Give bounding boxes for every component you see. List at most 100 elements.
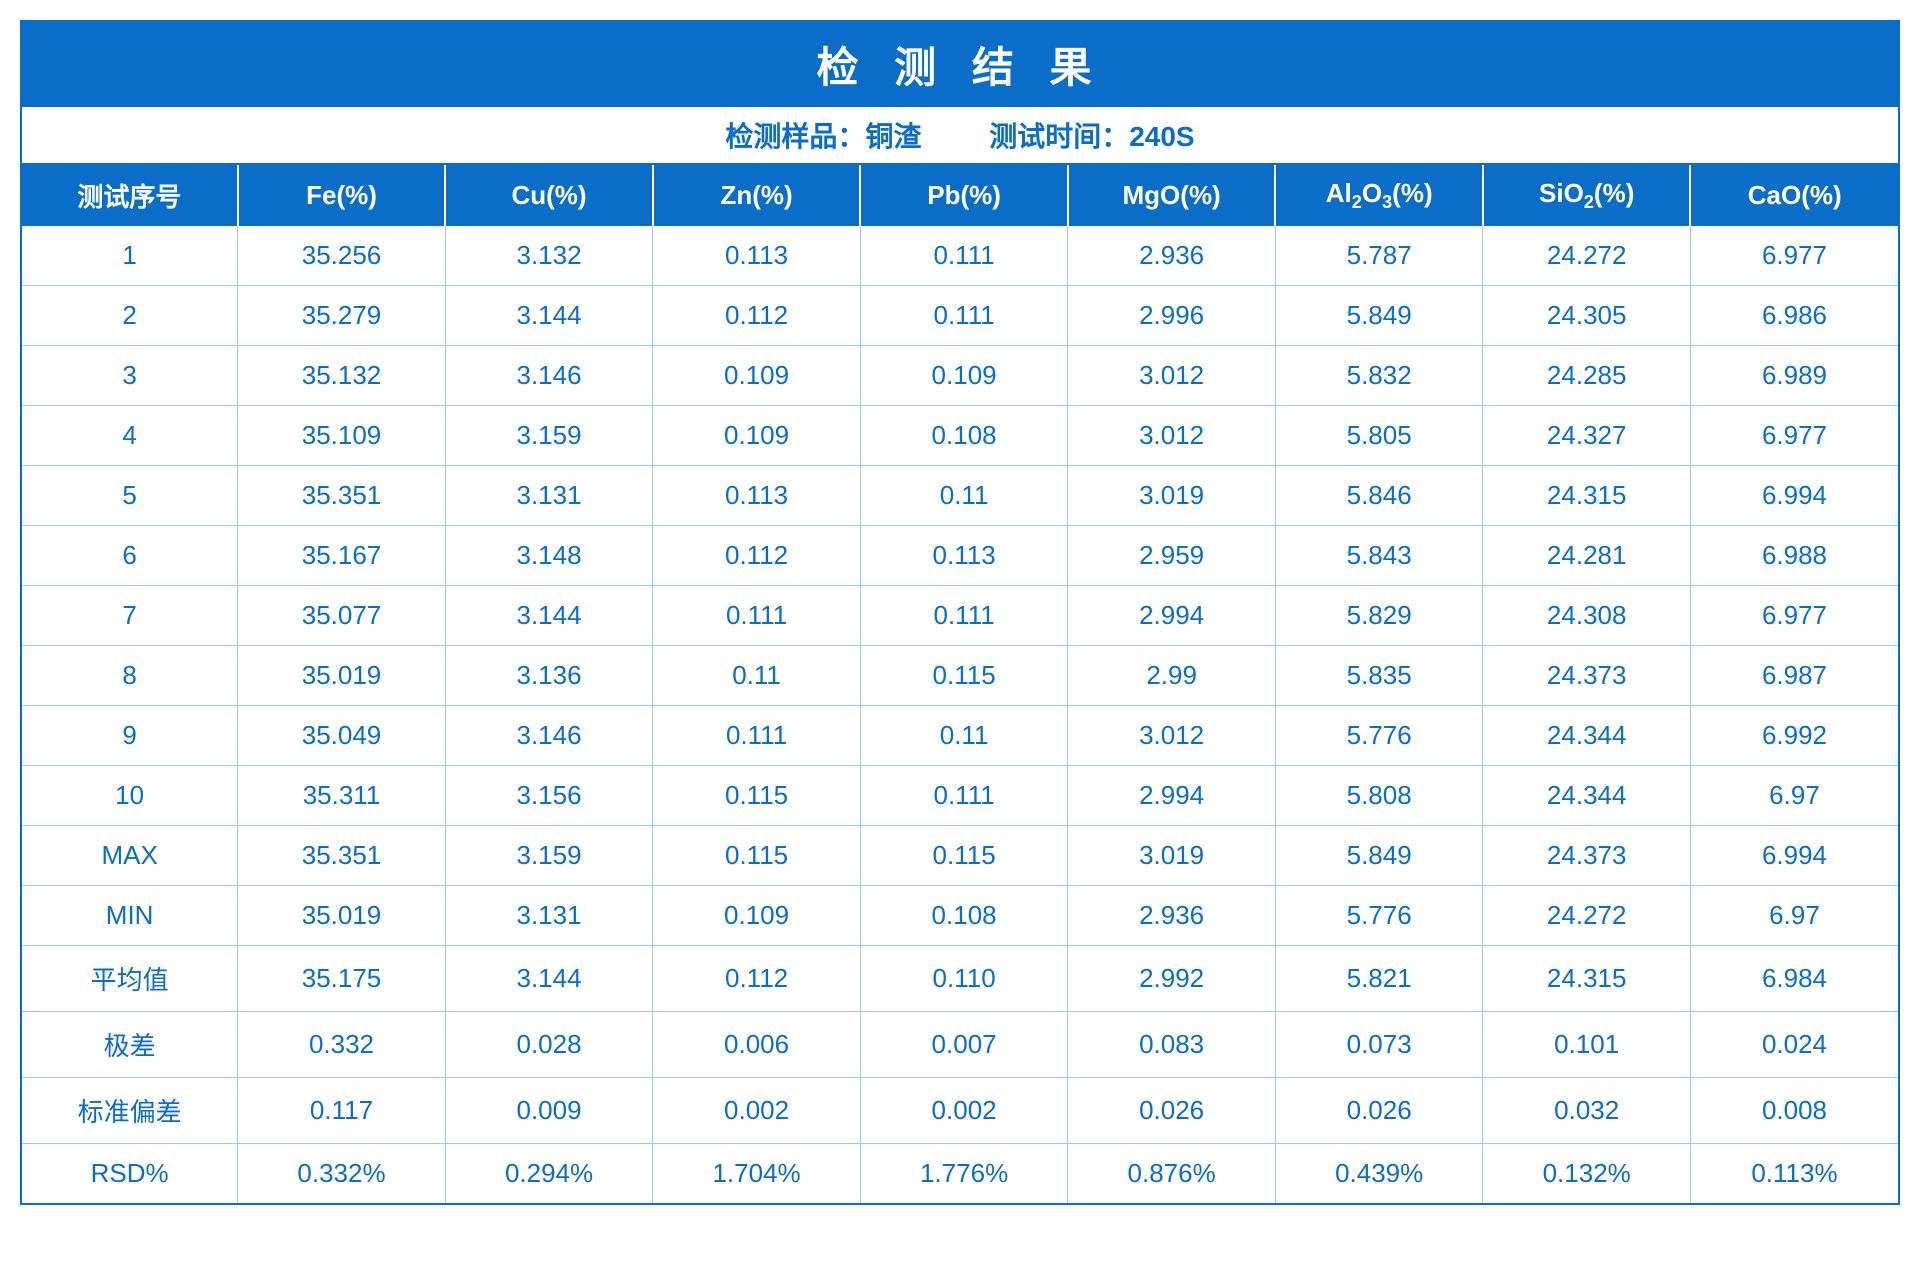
cell-cu: 3.136 bbox=[445, 646, 653, 706]
cell-al2o3: 5.843 bbox=[1275, 526, 1483, 586]
cell-seq: 10 bbox=[22, 766, 238, 826]
cell-cao: 0.008 bbox=[1690, 1078, 1898, 1144]
cell-pb: 0.113 bbox=[860, 526, 1068, 586]
table-row: RSD%0.332%0.294%1.704%1.776%0.876%0.439%… bbox=[22, 1144, 1898, 1204]
table-row: 435.1093.1590.1090.1083.0125.80524.3276.… bbox=[22, 406, 1898, 466]
column-header-cao: CaO(%) bbox=[1690, 165, 1898, 226]
cell-al2o3: 5.821 bbox=[1275, 946, 1483, 1012]
cell-mgo: 0.083 bbox=[1068, 1012, 1276, 1078]
cell-fe: 35.351 bbox=[238, 826, 446, 886]
table-row: 平均值35.1753.1440.1120.1102.9925.82124.315… bbox=[22, 946, 1898, 1012]
cell-sio2: 24.285 bbox=[1483, 346, 1691, 406]
cell-cu: 3.159 bbox=[445, 406, 653, 466]
cell-fe: 35.256 bbox=[238, 226, 446, 286]
cell-sio2: 24.272 bbox=[1483, 886, 1691, 946]
cell-seq: 3 bbox=[22, 346, 238, 406]
cell-zn: 0.115 bbox=[653, 826, 861, 886]
cell-sio2: 0.032 bbox=[1483, 1078, 1691, 1144]
cell-pb: 0.11 bbox=[860, 706, 1068, 766]
cell-zn: 0.109 bbox=[653, 886, 861, 946]
cell-mgo: 2.994 bbox=[1068, 766, 1276, 826]
cell-mgo: 3.012 bbox=[1068, 706, 1276, 766]
cell-fe: 35.132 bbox=[238, 346, 446, 406]
column-header-cu: Cu(%) bbox=[445, 165, 653, 226]
cell-sio2: 0.132% bbox=[1483, 1144, 1691, 1204]
cell-mgo: 2.992 bbox=[1068, 946, 1276, 1012]
cell-zn: 0.112 bbox=[653, 526, 861, 586]
cell-al2o3: 5.835 bbox=[1275, 646, 1483, 706]
cell-al2o3: 0.073 bbox=[1275, 1012, 1483, 1078]
cell-zn: 0.111 bbox=[653, 586, 861, 646]
cell-al2o3: 5.849 bbox=[1275, 286, 1483, 346]
table-title: 检 测 结 果 bbox=[22, 22, 1898, 107]
cell-seq: 1 bbox=[22, 226, 238, 286]
cell-pb: 0.007 bbox=[860, 1012, 1068, 1078]
cell-cao: 6.986 bbox=[1690, 286, 1898, 346]
cell-cao: 6.977 bbox=[1690, 586, 1898, 646]
table-row: 635.1673.1480.1120.1132.9595.84324.2816.… bbox=[22, 526, 1898, 586]
cell-al2o3: 5.808 bbox=[1275, 766, 1483, 826]
cell-zn: 0.111 bbox=[653, 706, 861, 766]
cell-al2o3: 0.439% bbox=[1275, 1144, 1483, 1204]
cell-sio2: 24.344 bbox=[1483, 766, 1691, 826]
table-row: 标准偏差0.1170.0090.0020.0020.0260.0260.0320… bbox=[22, 1078, 1898, 1144]
cell-cao: 6.97 bbox=[1690, 886, 1898, 946]
cell-pb: 0.111 bbox=[860, 586, 1068, 646]
subtitle-sample-value: 铜渣 bbox=[865, 121, 921, 152]
results-table-container: 检 测 结 果 检测样品：铜渣 测试时间：240S 测试序号Fe(%)Cu(%)… bbox=[20, 20, 1900, 1205]
cell-cu: 3.144 bbox=[445, 586, 653, 646]
cell-fe: 35.175 bbox=[238, 946, 446, 1012]
cell-pb: 0.111 bbox=[860, 766, 1068, 826]
cell-seq: 4 bbox=[22, 406, 238, 466]
cell-cao: 6.989 bbox=[1690, 346, 1898, 406]
cell-cu: 3.132 bbox=[445, 226, 653, 286]
cell-al2o3: 5.832 bbox=[1275, 346, 1483, 406]
cell-cu: 3.131 bbox=[445, 466, 653, 526]
cell-pb: 0.111 bbox=[860, 286, 1068, 346]
cell-fe: 35.109 bbox=[238, 406, 446, 466]
cell-seq: 7 bbox=[22, 586, 238, 646]
cell-cao: 6.977 bbox=[1690, 406, 1898, 466]
cell-al2o3: 5.846 bbox=[1275, 466, 1483, 526]
cell-mgo: 2.994 bbox=[1068, 586, 1276, 646]
cell-al2o3: 5.829 bbox=[1275, 586, 1483, 646]
cell-cu: 3.148 bbox=[445, 526, 653, 586]
cell-fe: 35.279 bbox=[238, 286, 446, 346]
cell-zn: 0.109 bbox=[653, 346, 861, 406]
cell-cu: 3.131 bbox=[445, 886, 653, 946]
cell-mgo: 2.996 bbox=[1068, 286, 1276, 346]
cell-cu: 3.146 bbox=[445, 346, 653, 406]
cell-al2o3: 0.026 bbox=[1275, 1078, 1483, 1144]
cell-pb: 0.108 bbox=[860, 406, 1068, 466]
table-row: 935.0493.1460.1110.113.0125.77624.3446.9… bbox=[22, 706, 1898, 766]
cell-cao: 6.988 bbox=[1690, 526, 1898, 586]
header-row: 测试序号Fe(%)Cu(%)Zn(%)Pb(%)MgO(%)Al2O3(%)Si… bbox=[22, 165, 1898, 226]
cell-sio2: 24.272 bbox=[1483, 226, 1691, 286]
cell-fe: 35.167 bbox=[238, 526, 446, 586]
cell-zn: 0.006 bbox=[653, 1012, 861, 1078]
cell-cao: 0.113% bbox=[1690, 1144, 1898, 1204]
cell-mgo: 3.019 bbox=[1068, 826, 1276, 886]
cell-zn: 1.704% bbox=[653, 1144, 861, 1204]
cell-cao: 6.977 bbox=[1690, 226, 1898, 286]
table-body: 135.2563.1320.1130.1112.9365.78724.2726.… bbox=[22, 226, 1898, 1203]
cell-cu: 0.009 bbox=[445, 1078, 653, 1144]
cell-sio2: 24.344 bbox=[1483, 706, 1691, 766]
cell-cu: 0.294% bbox=[445, 1144, 653, 1204]
cell-cu: 3.146 bbox=[445, 706, 653, 766]
table-row: 235.2793.1440.1120.1112.9965.84924.3056.… bbox=[22, 286, 1898, 346]
table-row: MIN35.0193.1310.1090.1082.9365.77624.272… bbox=[22, 886, 1898, 946]
cell-pb: 0.111 bbox=[860, 226, 1068, 286]
column-header-sio2: SiO2(%) bbox=[1483, 165, 1691, 226]
cell-mgo: 2.99 bbox=[1068, 646, 1276, 706]
cell-zn: 0.109 bbox=[653, 406, 861, 466]
cell-sio2: 24.305 bbox=[1483, 286, 1691, 346]
cell-sio2: 24.315 bbox=[1483, 946, 1691, 1012]
cell-sio2: 24.373 bbox=[1483, 826, 1691, 886]
cell-fe: 35.019 bbox=[238, 646, 446, 706]
table-header: 测试序号Fe(%)Cu(%)Zn(%)Pb(%)MgO(%)Al2O3(%)Si… bbox=[22, 165, 1898, 226]
cell-al2o3: 5.776 bbox=[1275, 886, 1483, 946]
cell-pb: 0.109 bbox=[860, 346, 1068, 406]
cell-seq: 标准偏差 bbox=[22, 1078, 238, 1144]
cell-fe: 35.049 bbox=[238, 706, 446, 766]
